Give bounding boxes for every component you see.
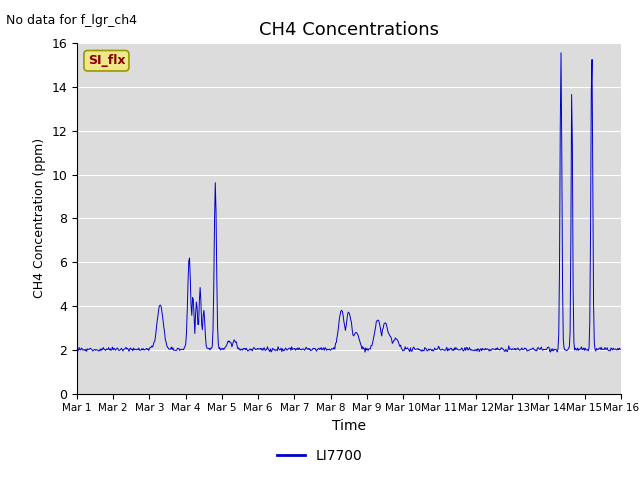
Text: SI_flx: SI_flx	[88, 54, 125, 67]
X-axis label: Time: Time	[332, 419, 366, 433]
Text: No data for f_lgr_ch4: No data for f_lgr_ch4	[6, 14, 138, 27]
Y-axis label: CH4 Concentration (ppm): CH4 Concentration (ppm)	[33, 138, 45, 299]
Title: CH4 Concentrations: CH4 Concentrations	[259, 21, 439, 39]
Legend: LI7700: LI7700	[271, 443, 369, 468]
